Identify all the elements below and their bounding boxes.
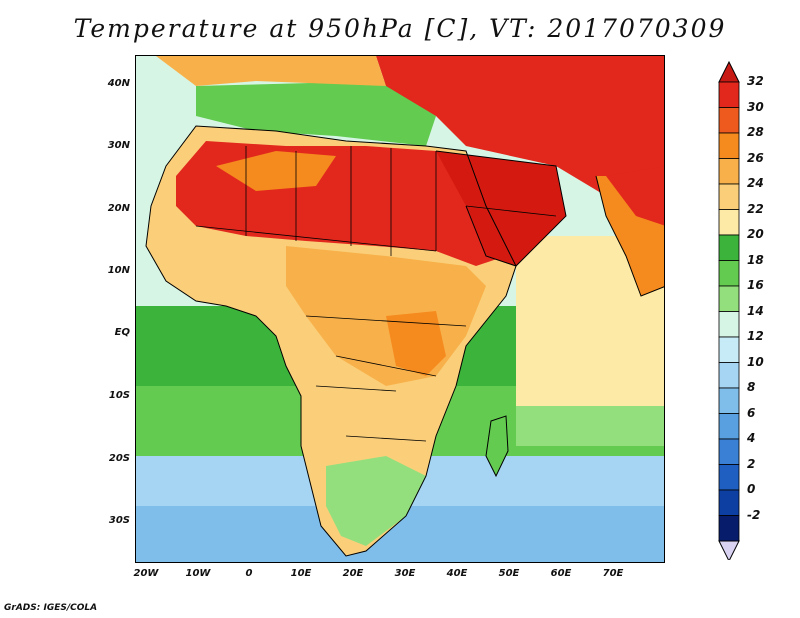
madagascar-coastline — [485, 415, 509, 478]
colorbar-label: -2 — [747, 507, 761, 522]
lat-tick-40n: 40N — [107, 78, 130, 89]
colorbar-segment — [718, 387, 740, 414]
colorbar-segment — [718, 183, 740, 210]
colorbar-label: 22 — [747, 201, 764, 216]
colorbar-label: 32 — [747, 74, 764, 88]
lat-tick-20n: 20N — [107, 203, 130, 214]
map-canvas — [136, 56, 664, 562]
middle-east-hot-region — [376, 56, 664, 196]
colorbar-label: 2 — [747, 456, 756, 471]
indian-ocean-band — [516, 406, 664, 446]
lon-tick-60e: 60E — [550, 568, 572, 579]
colorbar-top-arrow — [718, 60, 740, 83]
colorbar-label: 20 — [747, 227, 764, 241]
colorbar-segment — [718, 260, 740, 287]
chart-title: Temperature at 950hPa [C], VT: 201707030… — [73, 14, 727, 43]
colorbar-label: 12 — [747, 329, 764, 343]
colorbar-label: 6 — [747, 405, 756, 420]
lat-tick-10s: 10S — [108, 390, 130, 401]
lon-tick-0: 0 — [245, 568, 253, 579]
lat-tick-20s: 20S — [108, 453, 130, 464]
country-borders — [195, 146, 557, 442]
colorbar-segment — [718, 158, 740, 185]
east-africa-lakes-warm — [386, 311, 446, 376]
colorbar-segment — [718, 285, 740, 312]
india-north-hot — [606, 166, 664, 226]
colorbar-label: 16 — [747, 278, 764, 292]
colorbar-segment — [718, 413, 740, 440]
lat-tick-10n: 10N — [107, 265, 130, 276]
lon-tick-10e: 10E — [290, 568, 312, 579]
colorbar-label: 30 — [747, 99, 764, 114]
colorbar-label: 18 — [747, 252, 764, 267]
colorbar-bottom-arrow — [718, 540, 740, 560]
lon-tick-70e: 70E — [602, 568, 624, 579]
colorbar-label: 10 — [747, 354, 764, 369]
colorbar-segment — [718, 438, 740, 465]
colorbar-label: 28 — [747, 125, 764, 139]
lon-tick-40e: 40E — [446, 568, 468, 579]
southern-europe — [156, 56, 386, 86]
lat-tick-30s: 30S — [108, 515, 130, 526]
colorbar-segment — [718, 209, 740, 236]
southern-africa-mild — [326, 456, 426, 546]
colorbar-segment — [718, 107, 740, 134]
india-coastline — [595, 175, 664, 297]
arabian-peninsula — [436, 151, 566, 266]
colorbar-segment — [718, 132, 740, 159]
colorbar-label: 8 — [747, 380, 756, 394]
lon-tick-30e: 30E — [394, 568, 416, 579]
colorbar-segment — [718, 81, 740, 108]
colorbar-segment — [718, 489, 740, 516]
colorbar-label: 26 — [747, 150, 764, 165]
colorbar-label: 0 — [747, 482, 756, 496]
lon-tick-50e: 50E — [498, 568, 520, 579]
madagascar — [486, 416, 508, 476]
lon-tick-20e: 20E — [342, 568, 364, 579]
lon-tick-20w: 20W — [133, 568, 159, 579]
lat-tick-30n: 30N — [107, 140, 130, 151]
colorbar — [718, 60, 740, 560]
colorbar-segment — [718, 336, 740, 363]
colorbar-label: 4 — [747, 431, 756, 445]
colorbar-label: 14 — [747, 303, 764, 318]
colorbar-segment — [718, 464, 740, 491]
credit-text: GrADS: IGES/COLA — [4, 603, 98, 613]
lat-tick-eq: EQ — [114, 327, 130, 338]
colorbar-label: 24 — [747, 176, 764, 190]
colorbar-segment — [718, 362, 740, 389]
temperature-map — [135, 55, 665, 563]
colorbar-segment — [718, 234, 740, 261]
africa-coastline — [145, 125, 517, 557]
arabia-coastline — [435, 150, 567, 267]
colorbar-segment — [718, 311, 740, 338]
lon-tick-10w: 10W — [185, 568, 211, 579]
colorbar-segment — [718, 515, 740, 542]
